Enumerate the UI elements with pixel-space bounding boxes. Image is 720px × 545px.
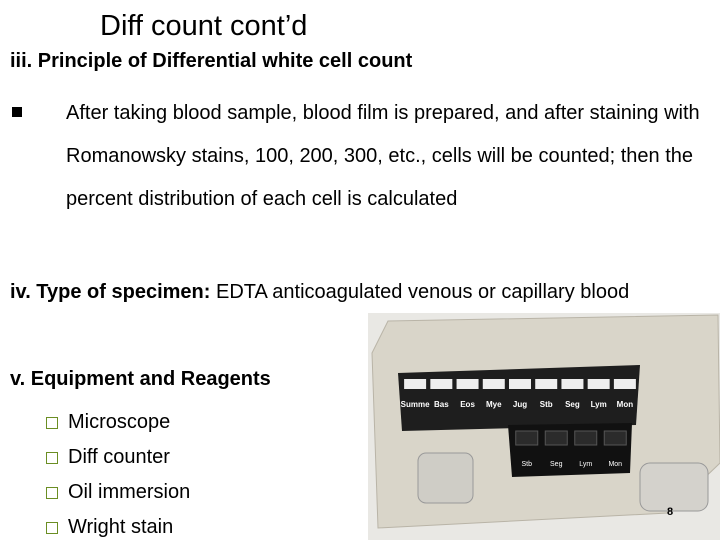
roller [639, 462, 709, 512]
key [515, 430, 539, 446]
item-text: Microscope [68, 411, 171, 433]
bullet-text: After taking blood sample, blood film is… [66, 102, 700, 210]
key-label: Lym [591, 400, 607, 409]
keypad [508, 423, 632, 477]
key-labels: Summe Bas Eos Mye Jug Stb Seg Lym Mon Stb Seg Lym Mo… [401, 379, 636, 468]
checkbox-icon [46, 522, 58, 534]
specimen-line: iv. Type of specimen: EDTA anticoagulate… [10, 270, 650, 314]
counter-display [482, 379, 505, 389]
key-label: Seg [550, 461, 563, 468]
item-text: Oil immersion [68, 481, 191, 503]
counter-display [430, 379, 453, 389]
key-label: Eos [460, 400, 475, 409]
key [603, 430, 627, 446]
key-label: Jug [513, 400, 527, 409]
key-label: Bas [434, 400, 449, 409]
list-item: Microscope [46, 405, 190, 440]
counter-display [587, 379, 610, 389]
counter-display [456, 379, 479, 389]
key-label: Summe [401, 400, 430, 409]
counter-photo: Summe Bas Eos Mye Jug Stb Seg Lym Mon Stb Seg Lym Mo… [368, 313, 720, 540]
section-heading: iii. Principle of Differential white cel… [10, 50, 413, 72]
checkbox-icon [46, 417, 58, 429]
list-item: Oil immersion [46, 475, 190, 510]
key-label: Mon [617, 400, 634, 409]
key-label: Seg [565, 400, 580, 409]
key [574, 430, 598, 446]
section-heading: v. Equipment and Reagents [10, 368, 271, 390]
checkbox-icon [46, 487, 58, 499]
key [544, 430, 568, 446]
item-list: Microscope Diff counter Oil immersion Wr… [46, 405, 190, 545]
list-item: Wright stain [46, 510, 190, 545]
specimen-label: iv. Type of specimen: [10, 281, 211, 303]
list-item: Diff counter [46, 440, 190, 475]
counter-display [404, 379, 427, 389]
specimen-text: EDTA anticoagulated venous or capillary … [215, 281, 630, 303]
checkbox-icon [46, 452, 58, 464]
counter-display [613, 379, 636, 389]
bullet-icon [12, 107, 22, 117]
counter-display [509, 379, 531, 389]
page-number: 8 [667, 506, 674, 518]
key-label: Stb [540, 400, 553, 409]
roller [417, 452, 474, 504]
key-label: Stb [521, 461, 532, 468]
key-label: Lym [579, 461, 592, 468]
item-text: Wright stain [68, 516, 174, 538]
key-label: Mon [608, 461, 622, 468]
item-text: Diff counter [68, 446, 170, 468]
slide-title: Diff count cont’d [100, 10, 308, 42]
key-label: Mye [486, 400, 502, 409]
counter-display [535, 379, 558, 389]
key-panel [398, 365, 640, 431]
counter-display [561, 379, 584, 389]
